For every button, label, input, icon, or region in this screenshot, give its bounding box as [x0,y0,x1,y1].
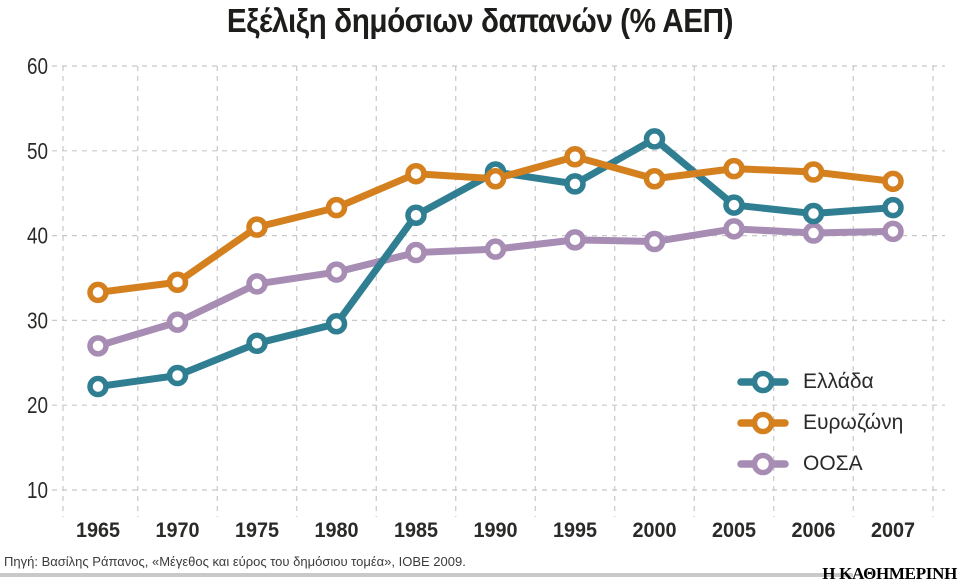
data-point-marker [643,168,666,190]
data-point-marker [484,168,507,190]
data-point-marker [325,261,348,283]
data-point-marker [166,311,189,333]
data-point-marker [325,313,348,335]
legend-marker [751,370,775,393]
source-note: Πηγή: Βασίλης Ράπανος, «Μέγεθος και εύρο… [4,554,466,569]
y-tick-label: 60 [27,53,48,79]
data-point-marker [564,145,586,168]
data-point-marker [484,238,507,260]
data-point-marker [246,332,268,355]
line-chart-canvas: 10 20 30 40 50 60 1965 1970 1975 1980 1985 1990 1995… [27,53,945,542]
x-tick-label: 2006 [792,519,836,542]
series-ΟΟΣΑ [87,218,904,357]
data-point-marker [325,196,348,219]
data-point-marker [882,170,904,193]
data-point-marker [564,173,586,195]
x-tick-label: 1980 [315,519,359,542]
y-tick-label: 40 [27,223,48,249]
y-tick-label: 10 [27,477,48,503]
data-point-marker [87,375,109,398]
x-tick-label: 1965 [76,519,120,542]
legend-label-oecd: ΟΟΣΑ [803,451,863,475]
footer-divider [0,573,853,577]
data-point-marker [643,230,666,253]
chart-legend: Ελλάδα Ευρωζώνη ΟΟΣΑ [737,361,903,484]
x-tick-label: 1995 [553,519,597,542]
data-point-marker [405,162,427,185]
y-tick-label: 50 [27,138,48,164]
legend-label-eurozone: Ευρωζώνη [803,410,904,434]
x-tick-label: 2005 [712,519,756,542]
legend-marker [751,452,775,475]
x-tick-label: 1990 [474,519,518,542]
x-tick-label: 1970 [156,519,200,542]
x-tick-label: 2007 [871,519,915,542]
chart-title: Εξέλιξη δημόσιων δαπανών (% ΑΕΠ) [226,2,734,39]
legend-item-eurozone: Ευρωζώνη [737,402,903,443]
x-tick-label: 2000 [633,519,677,542]
data-point-marker [802,161,825,183]
legend-marker [751,411,775,434]
data-point-marker [564,229,586,251]
x-tick-label: 1985 [394,519,438,542]
greece-line-marker-icon [737,370,789,393]
eurozone-line-marker-icon [737,411,789,434]
data-point-marker [882,196,904,219]
data-point-marker [246,273,268,295]
series-Ευρωζώνη [87,145,904,304]
data-point-marker [723,157,745,180]
data-point-marker [882,220,904,243]
data-point-marker [802,222,825,244]
y-tick-label: 30 [27,307,48,333]
legend-item-greece: Ελλάδα [737,361,903,402]
x-tick-label: 1975 [235,519,279,542]
data-point-marker [166,271,189,293]
data-point-marker [405,204,427,226]
oecd-line-marker-icon [737,452,789,475]
data-point-marker [87,335,109,357]
y-tick-label: 20 [27,392,48,418]
newspaper-logo: Η ΚΑΘΗΜΕΡΙΝΗ [822,564,957,583]
data-point-marker [802,202,825,225]
legend-item-oecd: ΟΟΣΑ [737,443,903,484]
data-point-marker [87,281,109,304]
data-point-marker [246,216,268,238]
data-point-marker [723,194,745,216]
data-point-marker [643,128,666,150]
legend-label-greece: Ελλάδα [803,369,874,393]
data-point-marker [166,364,189,387]
data-point-marker [405,241,427,264]
data-point-marker [723,218,745,240]
